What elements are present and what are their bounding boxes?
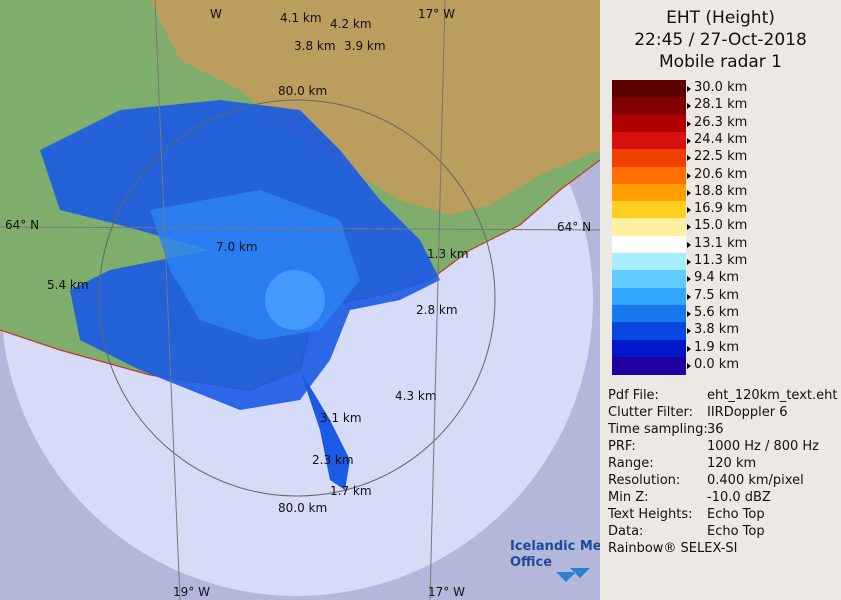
- echo-area: [300, 370, 350, 490]
- info-key: Clutter Filter:: [608, 405, 693, 420]
- highland: [150, 0, 600, 215]
- legend-label: 0.0 km: [687, 356, 739, 372]
- legend-label: 9.4 km: [687, 270, 739, 286]
- legend-label: 15.0 km: [686, 218, 748, 234]
- range-label: 80.0 km: [278, 84, 327, 98]
- legend-swatch: [612, 270, 686, 289]
- legend-swatch: [612, 114, 686, 133]
- legend-swatch: [612, 149, 686, 168]
- legend-swatch: [612, 218, 686, 237]
- echo-height-label: 1.7 km: [330, 484, 372, 498]
- legend-swatch: [612, 339, 686, 358]
- echo-height-label: 5.4 km: [47, 278, 89, 292]
- echo-height-label: 4.2 km: [330, 17, 372, 31]
- radar-name: Mobile radar 1: [659, 52, 782, 72]
- grid-label: 64° N: [5, 218, 39, 232]
- legend-label: 28.1 km: [686, 97, 748, 113]
- legend-swatch: [612, 131, 686, 150]
- echo-labels: 4.1 km 4.2 km 3.8 km 3.9 km 7.0 km 1.3 km 5.4 …: [47, 11, 469, 498]
- grid-label: W: [210, 7, 222, 21]
- legend-swatch: [612, 183, 686, 202]
- legend-label: 20.6 km: [686, 166, 748, 182]
- echo-height-label: 4.3 km: [395, 389, 437, 403]
- grid-label: 64° N: [557, 220, 591, 234]
- info-value: 120 km: [707, 456, 757, 471]
- legend-swatch: [612, 356, 686, 375]
- logo-mark: [556, 568, 590, 582]
- echo-core: [265, 270, 325, 330]
- info-key: Text Heights:: [608, 507, 693, 522]
- legend-label: 30.0 km: [686, 80, 748, 95]
- info-value: -10.0 dBZ: [707, 490, 771, 505]
- info-key: Resolution:: [608, 473, 681, 488]
- footer: Rainbow® SELEX-SI: [608, 541, 738, 556]
- logo-text: Icelandic Met: [510, 539, 600, 554]
- grid-line: [0, 226, 600, 231]
- info-key: PRF:: [608, 439, 636, 454]
- echo-height-label: 3.8 km: [294, 39, 336, 53]
- range-ring: [98, 99, 496, 497]
- info-key: Time sampling:: [608, 422, 708, 437]
- logo-text: Office: [510, 555, 552, 570]
- info-key: Min Z:: [608, 490, 649, 505]
- echo-height-label: 3.1 km: [320, 411, 362, 425]
- grid-line: [154, 0, 181, 600]
- info-value: 36: [707, 422, 724, 437]
- echo-height-label: 4.1 km: [280, 11, 322, 25]
- echo-height-label: 3.9 km: [344, 39, 386, 53]
- legend-label: 26.3 km: [686, 114, 748, 130]
- datetime: 22:45 / 27-Oct-2018: [634, 30, 807, 50]
- echo-height-label: 2.8 km: [416, 303, 458, 317]
- legend-label: 7.5 km: [687, 287, 739, 303]
- legend-swatch: [612, 304, 686, 323]
- info-key: Pdf File:: [608, 388, 659, 403]
- grid-label: 19° W: [173, 585, 210, 599]
- grid-label: 17° W: [428, 585, 465, 599]
- info-value: 0.400 km/pixel: [707, 473, 804, 488]
- grid-label: 17° W: [418, 7, 455, 21]
- radar-map: 64° N 64° N 19° W 17° W W 17° W 80.0 km …: [0, 0, 600, 600]
- legend-swatch: [612, 201, 686, 220]
- legend-swatch: [612, 235, 686, 254]
- info-value: eht_120km_text.eht: [707, 388, 838, 403]
- legend-label: 11.3 km: [686, 253, 748, 268]
- legend-swatch: [612, 166, 686, 185]
- legend-swatch: [612, 97, 686, 116]
- legend-label: 3.8 km: [687, 322, 739, 338]
- info-value: IIRDoppler 6: [707, 405, 788, 420]
- echo-height-label: 2.3 km: [312, 453, 354, 467]
- side-panel: EHT (Height) 22:45 / 27-Oct-2018 Mobile …: [600, 0, 841, 600]
- legend-swatch: [612, 253, 686, 271]
- legend-label: 1.9 km: [687, 339, 739, 355]
- echo-height-label: 7.0 km: [216, 240, 258, 254]
- title: EHT (Height): [666, 8, 775, 28]
- info-value: Echo Top: [707, 524, 765, 539]
- echo-height-label: 1.3 km: [427, 247, 469, 261]
- legend-label: 24.4 km: [686, 131, 748, 147]
- grid-line: [429, 0, 446, 600]
- legend-label: 16.9 km: [686, 201, 748, 217]
- legend-swatch: [612, 80, 686, 98]
- info-key: Data:: [608, 524, 644, 539]
- legend-label: 22.5 km: [686, 149, 748, 165]
- info-value: 1000 Hz / 800 Hz: [707, 439, 820, 454]
- info-key: Range:: [608, 456, 654, 471]
- legend-swatch: [612, 322, 686, 341]
- legend-label: 5.6 km: [687, 304, 739, 320]
- range-label: 80.0 km: [278, 501, 327, 515]
- legend-label: 13.1 km: [686, 235, 748, 251]
- legend-swatch: [612, 287, 686, 306]
- legend-label: 18.8 km: [686, 183, 748, 199]
- info-value: Echo Top: [707, 507, 765, 522]
